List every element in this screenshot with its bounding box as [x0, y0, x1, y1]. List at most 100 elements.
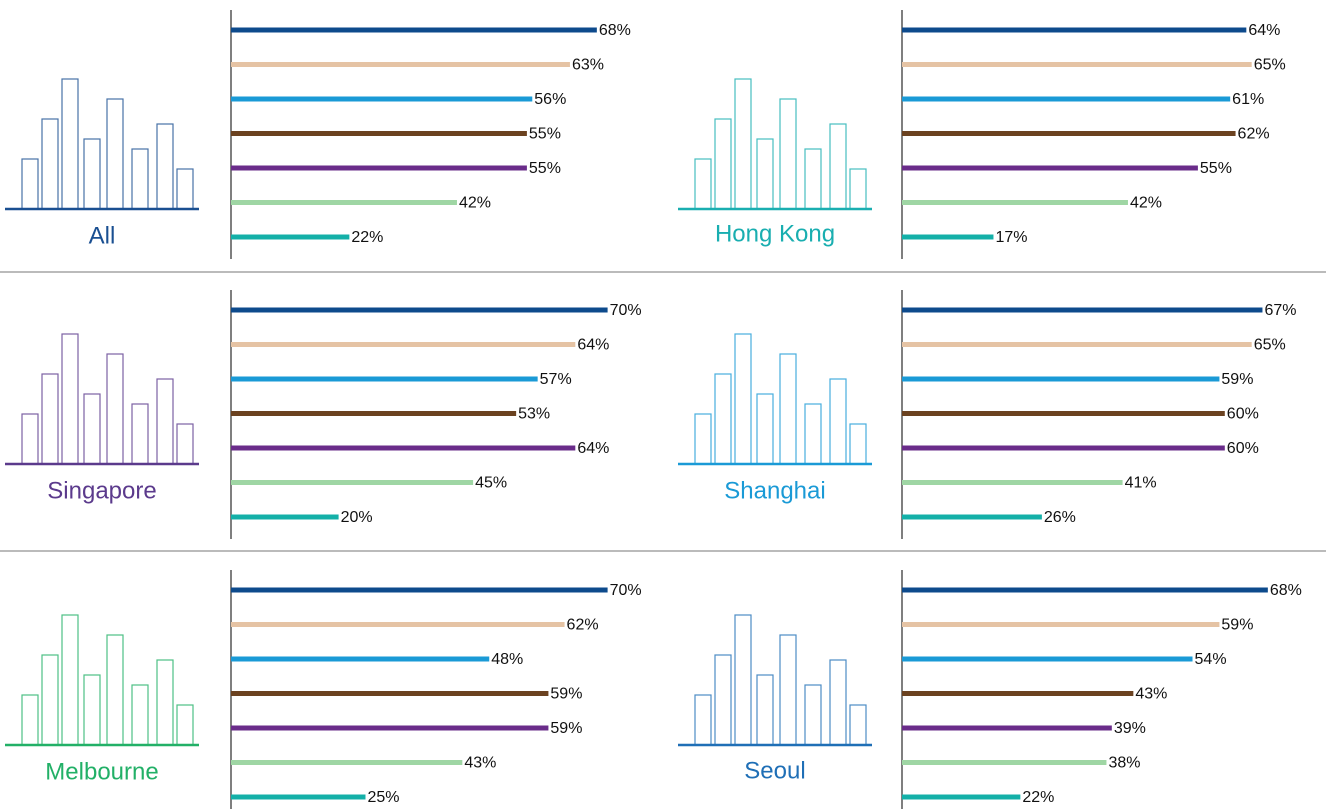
value-label: 63% [572, 57, 604, 74]
bar [231, 587, 608, 593]
skyline-building [756, 393, 774, 465]
bar [231, 234, 350, 240]
city-title: Singapore [47, 477, 156, 504]
bar [902, 234, 994, 240]
bar [902, 587, 1268, 593]
skyline-building [829, 378, 847, 465]
value-label: 55% [529, 160, 561, 177]
skyline-building [714, 118, 732, 210]
value-label: 56% [534, 91, 566, 108]
value-label: 68% [599, 22, 631, 39]
skyline-building [106, 634, 124, 746]
value-label: 57% [540, 371, 572, 388]
bar [902, 725, 1112, 731]
value-label: 59% [1221, 371, 1253, 388]
skyline-building [83, 138, 101, 210]
value-label: 38% [1108, 755, 1140, 772]
value-label: 64% [577, 440, 609, 457]
skyline-building [779, 634, 797, 746]
skyline-building [779, 98, 797, 210]
skyline-building [694, 413, 712, 465]
city-title: Hong Kong [715, 220, 835, 247]
skyline-building [849, 168, 867, 210]
bar [902, 480, 1123, 485]
value-label: 68% [1270, 582, 1302, 599]
value-label: 43% [1135, 686, 1167, 703]
value-label: 61% [1232, 91, 1264, 108]
bar [902, 411, 1225, 416]
skyline-building [734, 78, 752, 210]
value-label: 67% [1264, 302, 1296, 319]
value-label: 48% [491, 651, 523, 668]
skyline-building [83, 674, 101, 746]
skyline-building [156, 378, 174, 465]
bar [902, 96, 1231, 102]
bar [231, 411, 517, 416]
value-label: 55% [529, 126, 561, 143]
value-label: 53% [518, 406, 550, 423]
value-label: 62% [567, 617, 599, 634]
bar [231, 131, 527, 136]
skyline-building [849, 423, 867, 465]
value-label: 64% [577, 337, 609, 354]
skyline-building [83, 393, 101, 465]
skyline-building [131, 148, 149, 210]
skyline-building [779, 353, 797, 465]
skyline-building [131, 403, 149, 465]
value-label: 42% [1130, 195, 1162, 212]
bar [902, 622, 1220, 627]
bar [231, 376, 538, 382]
skyline-building [156, 123, 174, 210]
skyline-building [61, 78, 79, 210]
value-label: 45% [475, 475, 507, 492]
skyline-building [734, 614, 752, 746]
value-label: 62% [1238, 126, 1270, 143]
bar [231, 62, 570, 67]
skyline-building [734, 333, 752, 465]
bar [902, 656, 1193, 662]
bar [902, 376, 1220, 382]
skyline-building [106, 98, 124, 210]
skyline-building [131, 684, 149, 746]
skyline-building [829, 123, 847, 210]
bar [231, 27, 597, 33]
bar [231, 96, 533, 102]
city-title: Seoul [744, 757, 805, 784]
bar [231, 200, 457, 205]
bar [231, 445, 576, 451]
value-label: 65% [1254, 337, 1286, 354]
value-label: 59% [550, 720, 582, 737]
skyline-building [176, 168, 194, 210]
value-label: 22% [351, 229, 383, 246]
value-label: 60% [1227, 406, 1259, 423]
bar [231, 514, 339, 520]
skyline-building [176, 423, 194, 465]
skyline-building [21, 413, 39, 465]
bar [231, 165, 527, 171]
skyline-building [694, 694, 712, 746]
bar [231, 691, 549, 696]
skyline-building [804, 148, 822, 210]
value-label: 59% [1221, 617, 1253, 634]
skyline-building [756, 674, 774, 746]
city-title: Melbourne [45, 758, 158, 785]
skyline-building [41, 373, 59, 465]
value-label: 26% [1044, 509, 1076, 526]
skyline-building [829, 659, 847, 746]
bar [231, 480, 474, 485]
bar [902, 165, 1198, 171]
skyline-building [61, 614, 79, 746]
skyline-building [176, 704, 194, 746]
skyline-building [106, 353, 124, 465]
bar [231, 725, 549, 731]
value-label: 43% [464, 755, 496, 772]
bar [902, 760, 1107, 765]
value-label: 42% [459, 195, 491, 212]
value-label: 54% [1195, 651, 1227, 668]
skyline-building [156, 659, 174, 746]
skyline-building [804, 684, 822, 746]
bar [231, 342, 576, 347]
skyline-building [694, 158, 712, 210]
